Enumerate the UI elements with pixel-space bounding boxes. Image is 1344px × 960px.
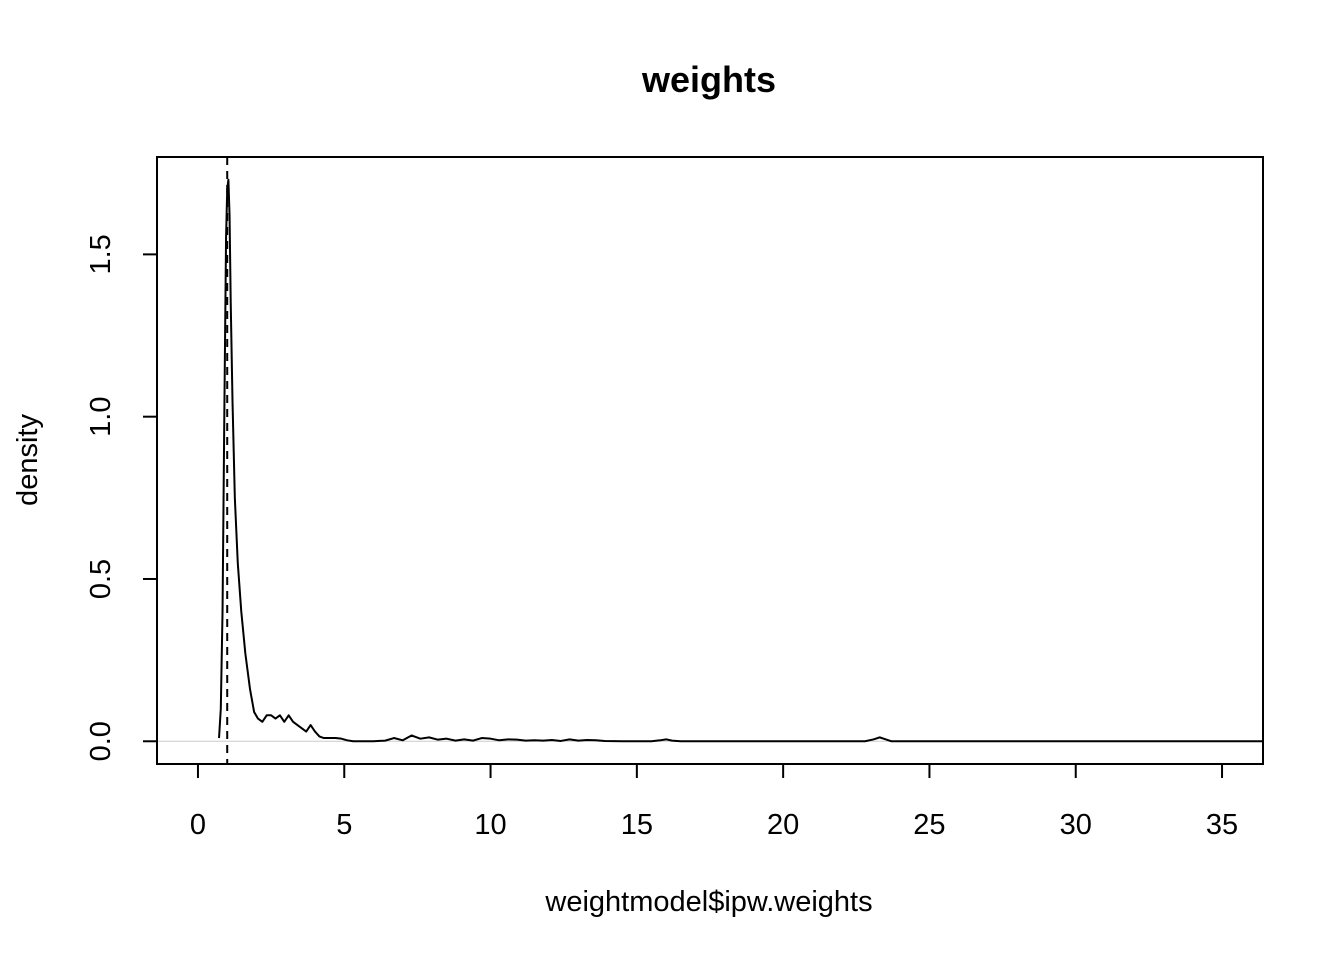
- y-tick-label: 0.5: [85, 559, 117, 599]
- density-curve: [218, 178, 1263, 743]
- y-tick-label: 1.5: [85, 234, 117, 274]
- plot-frame: [156, 156, 1264, 765]
- x-tick-label: 0: [190, 809, 206, 841]
- x-tick-label: 30: [1060, 809, 1092, 841]
- x-tick-label: 15: [621, 809, 653, 841]
- plot-area: 0 5 10 15 20 25 30 35 0.0 0.5 1.0 1.5: [85, 156, 1264, 841]
- x-tick-label: 5: [336, 809, 352, 841]
- x-tick-label: 25: [913, 809, 945, 841]
- chart-title: weights: [641, 59, 776, 100]
- x-axis-label: weightmodel$ipw.weights: [544, 886, 872, 918]
- y-tick-label: 0.0: [85, 721, 117, 761]
- y-axis-label: density: [12, 414, 44, 506]
- x-tick-label: 35: [1206, 809, 1238, 841]
- y-tick-label: 1.0: [85, 397, 117, 437]
- x-tick-label: 20: [767, 809, 799, 841]
- x-tick-label: 10: [474, 809, 506, 841]
